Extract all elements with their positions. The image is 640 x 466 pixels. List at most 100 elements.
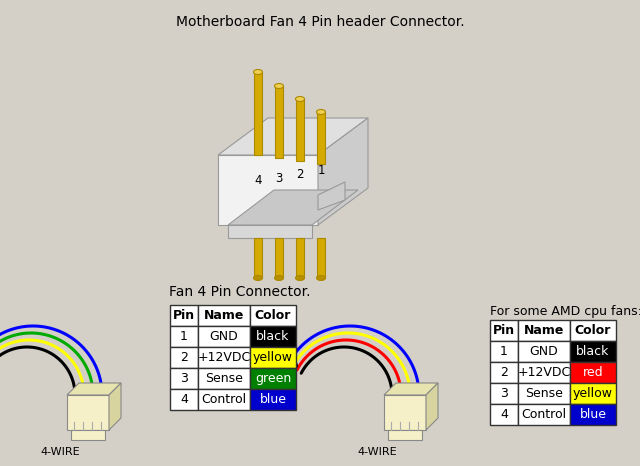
Bar	[250, 326, 296, 347]
Text: yellow: yellow	[573, 387, 613, 400]
Polygon shape	[109, 383, 121, 430]
Text: GND: GND	[276, 362, 300, 371]
Bar	[198, 326, 250, 347]
Text: 4-WIRE: 4-WIRE	[40, 447, 80, 457]
Ellipse shape	[317, 275, 326, 281]
Text: For some AMD cpu fans:: For some AMD cpu fans:	[490, 305, 640, 318]
Text: Motherboard Fan 4 Pin header Connector.: Motherboard Fan 4 Pin header Connector.	[176, 15, 464, 29]
Text: +12VDC: +12VDC	[517, 366, 571, 379]
Text: Fan 4 Pin Connector.: Fan 4 Pin Connector.	[169, 285, 311, 299]
Polygon shape	[218, 118, 368, 155]
Polygon shape	[228, 190, 358, 225]
Text: 4: 4	[180, 393, 188, 406]
Text: Control: Control	[522, 408, 566, 421]
Ellipse shape	[296, 275, 305, 281]
Bar	[570, 383, 616, 404]
Text: Name: Name	[524, 324, 564, 337]
Bar	[490, 362, 518, 383]
Bar	[518, 341, 570, 362]
Text: 1: 1	[500, 345, 508, 358]
Polygon shape	[254, 238, 262, 278]
Text: 2: 2	[296, 169, 304, 181]
Polygon shape	[318, 182, 345, 210]
Text: 2: 2	[500, 366, 508, 379]
Bar	[490, 383, 518, 404]
Bar	[170, 347, 198, 368]
Text: black: black	[256, 330, 290, 343]
Polygon shape	[384, 383, 438, 395]
Text: Pin: Pin	[173, 309, 195, 322]
Text: +12V: +12V	[268, 359, 295, 368]
Text: yellow: yellow	[253, 351, 293, 364]
Ellipse shape	[253, 275, 262, 281]
Bar	[198, 368, 250, 389]
Bar	[518, 362, 570, 383]
Bar	[570, 404, 616, 425]
Bar	[570, 362, 616, 383]
Bar	[250, 305, 296, 326]
Text: blue: blue	[259, 393, 287, 406]
Ellipse shape	[253, 69, 262, 75]
Text: PWM: PWM	[261, 353, 287, 362]
Polygon shape	[254, 72, 262, 155]
Text: 2: 2	[180, 351, 188, 364]
Polygon shape	[388, 430, 422, 440]
Polygon shape	[275, 86, 283, 158]
Bar	[170, 368, 198, 389]
Bar	[518, 383, 570, 404]
Bar	[250, 347, 296, 368]
Text: Color: Color	[575, 324, 611, 337]
Polygon shape	[426, 383, 438, 430]
Text: Name: Name	[204, 309, 244, 322]
Text: blue: blue	[579, 408, 607, 421]
Bar	[250, 368, 296, 389]
Text: Pin: Pin	[493, 324, 515, 337]
Text: red: red	[582, 366, 604, 379]
Ellipse shape	[275, 275, 284, 281]
Polygon shape	[228, 225, 312, 238]
Text: Sense: Sense	[205, 372, 243, 385]
Bar	[198, 389, 250, 410]
Ellipse shape	[275, 83, 284, 89]
Polygon shape	[296, 238, 304, 278]
Text: Color: Color	[255, 309, 291, 322]
Bar	[490, 341, 518, 362]
Bar	[198, 347, 250, 368]
Polygon shape	[67, 395, 109, 430]
Polygon shape	[384, 395, 426, 430]
Polygon shape	[296, 99, 304, 161]
Bar	[490, 320, 518, 341]
Ellipse shape	[317, 110, 326, 115]
Bar	[170, 389, 198, 410]
Text: 3: 3	[180, 372, 188, 385]
Text: GND: GND	[530, 345, 558, 358]
Bar	[170, 305, 198, 326]
Polygon shape	[218, 155, 318, 225]
Text: Sense: Sense	[525, 387, 563, 400]
Text: 4-WIRE: 4-WIRE	[357, 447, 397, 457]
Text: 1: 1	[180, 330, 188, 343]
Polygon shape	[275, 238, 283, 278]
Polygon shape	[317, 238, 325, 278]
Bar	[570, 320, 616, 341]
Bar	[198, 305, 250, 326]
Bar	[518, 404, 570, 425]
Polygon shape	[317, 112, 325, 164]
Bar	[518, 320, 570, 341]
Bar	[250, 389, 296, 410]
Ellipse shape	[296, 96, 305, 102]
Text: TACH: TACH	[264, 356, 291, 365]
Text: GND: GND	[210, 330, 238, 343]
Polygon shape	[71, 430, 105, 440]
Bar	[570, 341, 616, 362]
Polygon shape	[318, 118, 368, 225]
Text: +12VDC: +12VDC	[197, 351, 251, 364]
Text: black: black	[576, 345, 610, 358]
Text: Control: Control	[202, 393, 246, 406]
Text: green: green	[255, 372, 291, 385]
Text: 4: 4	[254, 173, 262, 186]
Text: 4: 4	[500, 408, 508, 421]
Text: 3: 3	[275, 171, 283, 185]
Bar	[170, 326, 198, 347]
Bar	[490, 404, 518, 425]
